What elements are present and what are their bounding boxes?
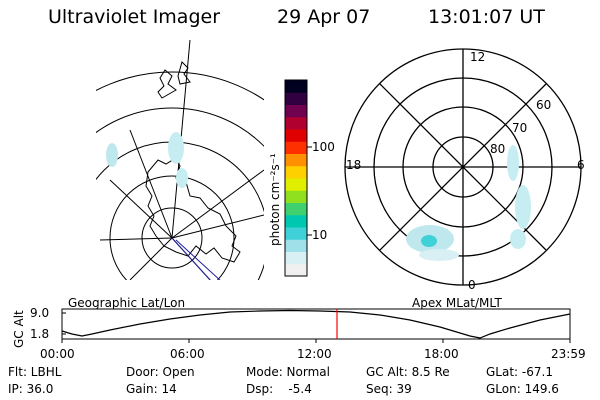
timeline-xtick-0600: 06:00 (170, 347, 205, 361)
mlt-label-6: 6 (577, 158, 585, 172)
color-bar-band (285, 165, 307, 179)
mlt-label-0: 0 (468, 278, 476, 292)
color-bar-band (285, 239, 307, 252)
color-bar-band (285, 214, 307, 228)
mlt-label-18: 18 (346, 158, 362, 172)
color-bar-band (285, 153, 307, 167)
timeline-xtick-1800: 18:00 (424, 347, 459, 361)
color-bar-band (285, 141, 307, 154)
timeline-ytick-9: 9.0 (30, 306, 50, 320)
polar-mlt-plot (344, 48, 582, 286)
color-bar-band (285, 116, 307, 130)
dsp-readout: Dsp: -5.4 (246, 382, 312, 396)
geographic-label: Geographic Lat/Lon (68, 296, 186, 310)
apex-label: Apex MLat/MLT (412, 296, 502, 310)
glat-readout: GLat: -67.1 (486, 365, 553, 379)
time-label: 13:01:07 UT (428, 6, 545, 28)
glon-readout: GLon: 149.6 (486, 382, 559, 396)
mlt-label-12: 12 (470, 50, 486, 64)
gain-readout: Gain: 14 (126, 382, 177, 396)
color-bar-band (285, 190, 307, 203)
timeline-xtick-2359: 23:59 (551, 347, 586, 361)
date-label: 29 Apr 07 (277, 6, 371, 28)
color-bar-band (285, 129, 307, 142)
timeline-ytick-1.8: 1.8 (30, 327, 50, 341)
lat-label-60: 60 (536, 98, 552, 112)
color-bar-gradient (285, 80, 307, 277)
color-bar (284, 79, 312, 277)
colorbar-tick-10: 10 (312, 228, 328, 242)
color-bar-band (285, 227, 307, 240)
ip-readout: IP: 36.0 (8, 382, 54, 396)
lat-label-80: 80 (490, 142, 506, 156)
timeline-xtick-0000: 00:00 (40, 347, 75, 361)
color-bar-band (285, 251, 307, 265)
colorbar-tick-100: 100 (312, 140, 335, 154)
lat-label-70: 70 (512, 121, 528, 135)
instrument-title: Ultraviolet Imager (48, 6, 221, 28)
color-bar-band (285, 104, 307, 118)
door-readout: Door: Open (126, 365, 195, 379)
gc-alt-readout: GC Alt: 8.5 Re (366, 365, 450, 379)
timeline-xtick-1200: 12:00 (297, 347, 332, 361)
color-bar-band (285, 178, 307, 191)
color-bar-band (285, 263, 307, 277)
seq-readout: Seq: 39 (366, 382, 412, 396)
color-bar-band (285, 80, 307, 93)
mode-readout: Mode: Normal (246, 365, 330, 379)
flt-readout: Flt: LBHL (8, 365, 62, 379)
color-bar-band (285, 202, 307, 216)
color-bar-band (285, 92, 307, 105)
